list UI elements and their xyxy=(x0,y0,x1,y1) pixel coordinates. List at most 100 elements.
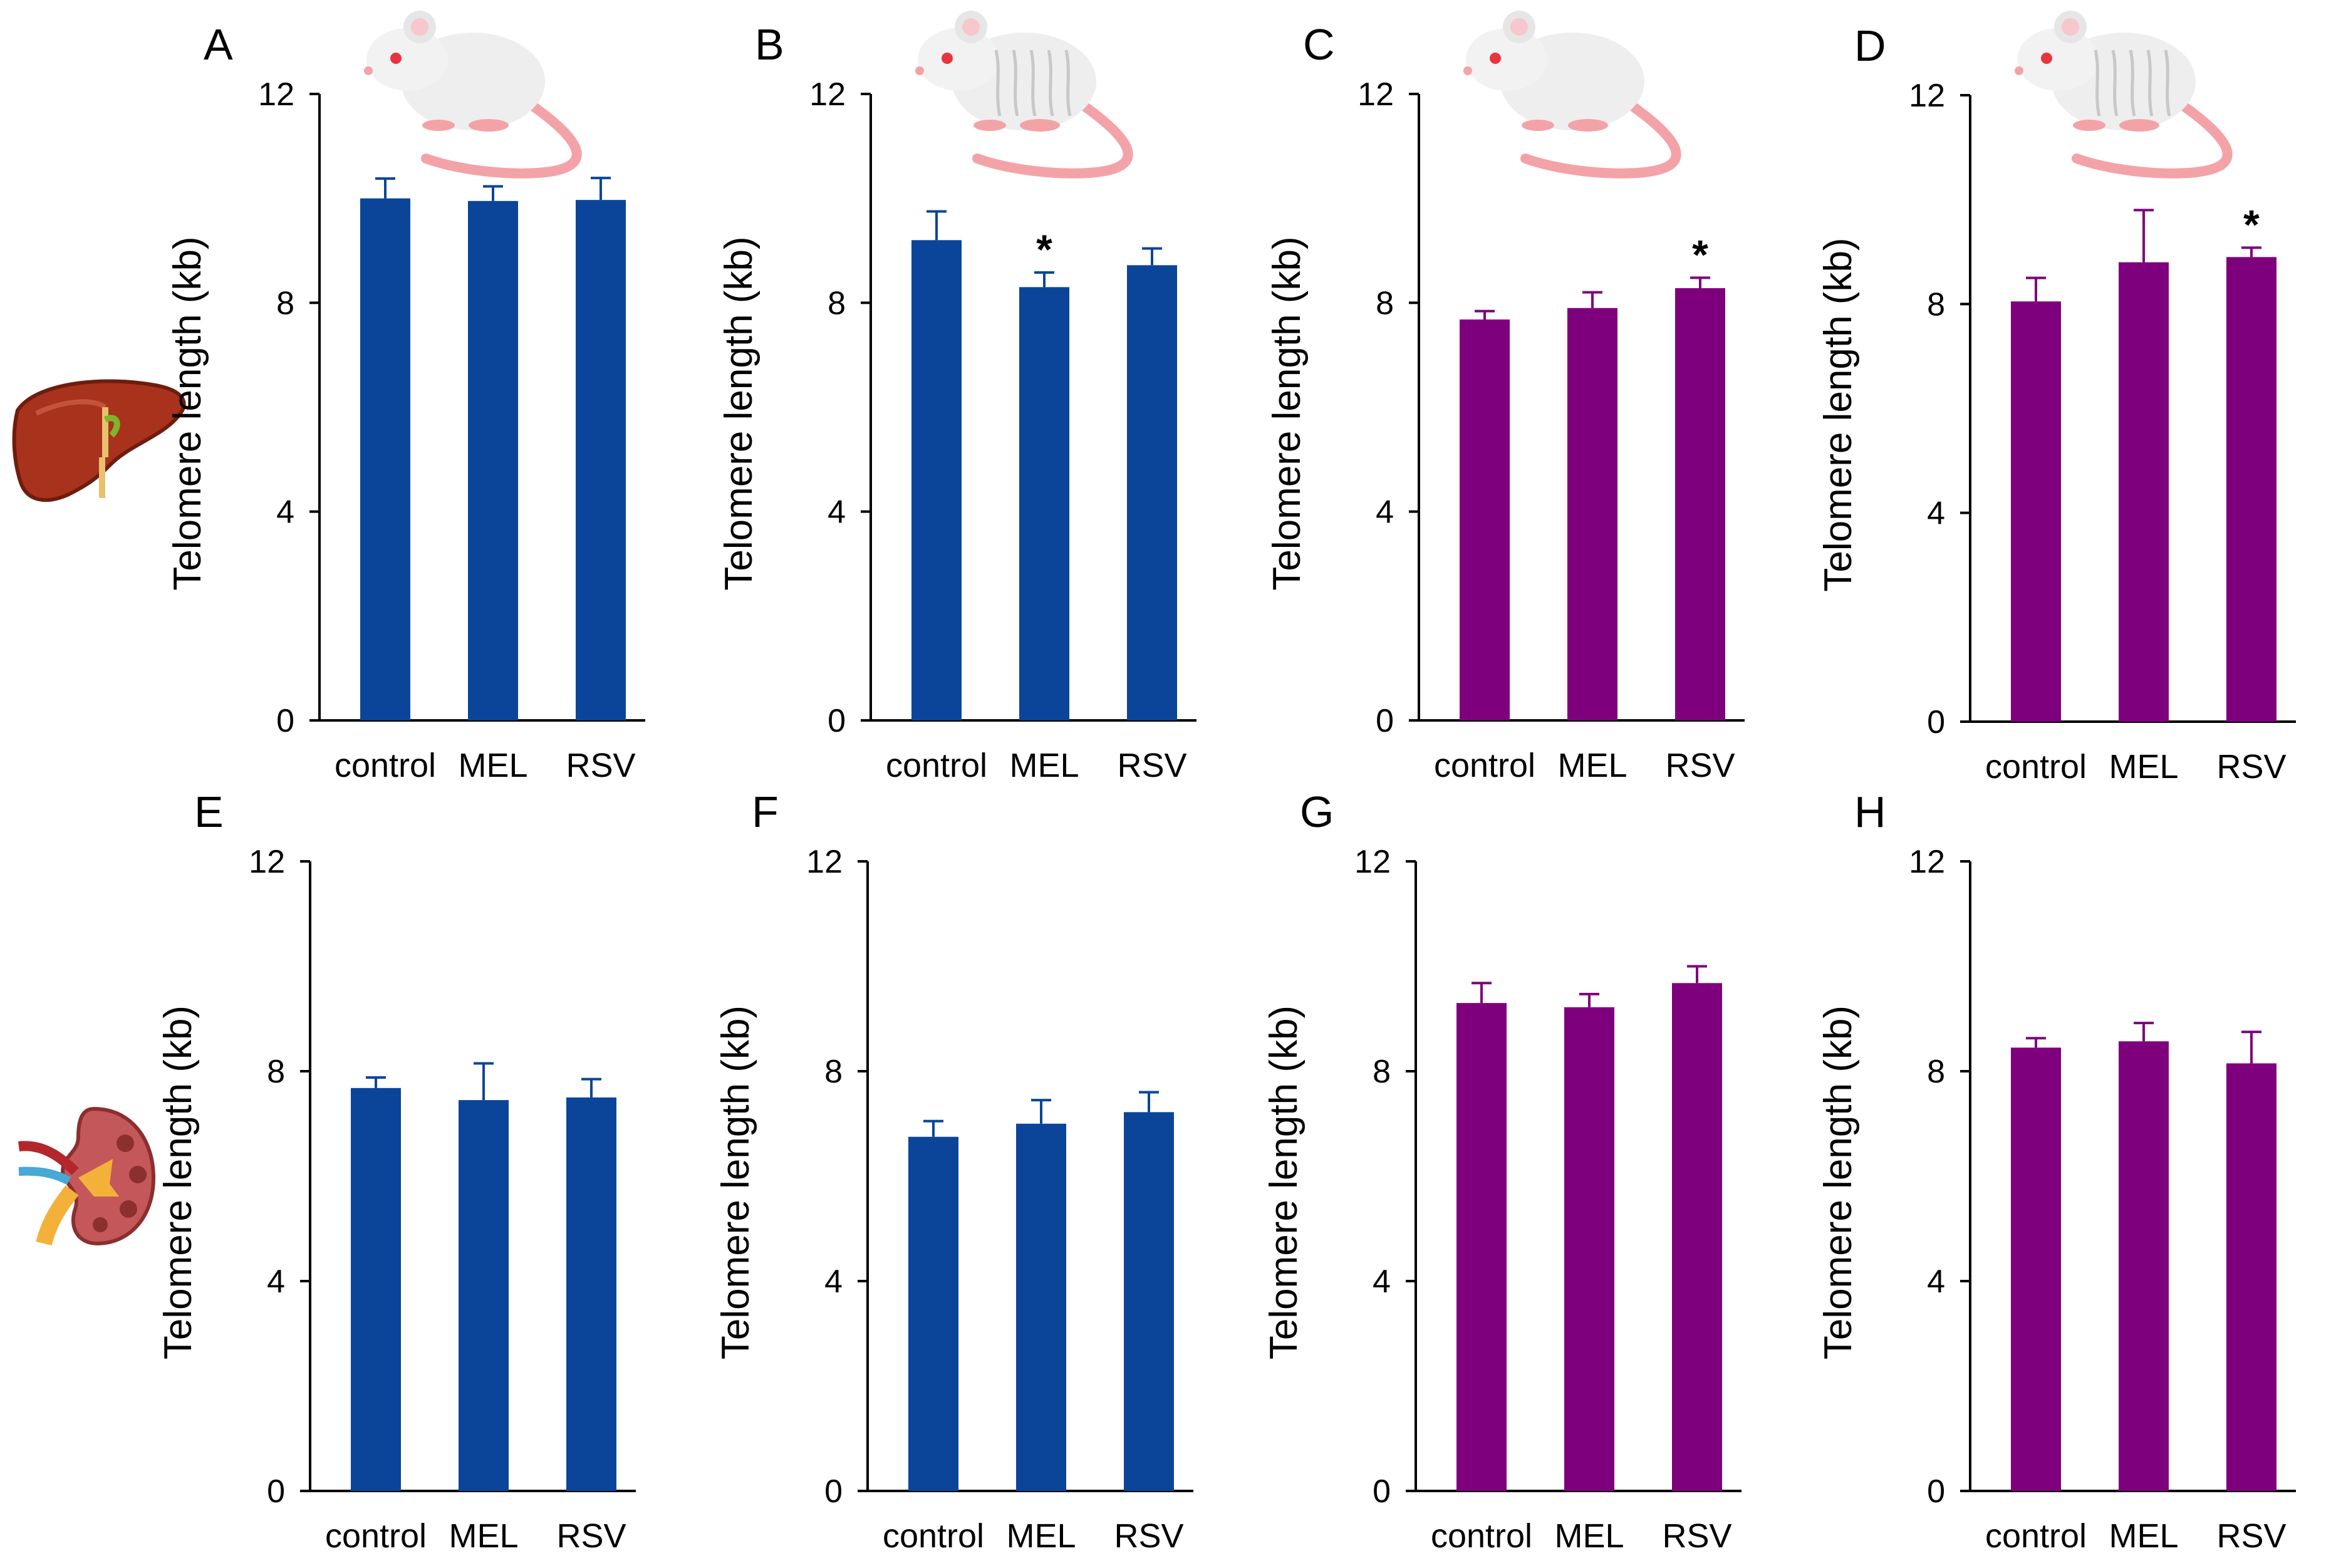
category-label: control xyxy=(325,1517,427,1555)
y-tick-label: 12 xyxy=(1909,78,1945,114)
category-label: RSV xyxy=(2216,1517,2286,1555)
old-rat-icon xyxy=(2015,11,2233,179)
rat-wrinkle xyxy=(994,49,1002,117)
category-label: RSV xyxy=(1665,747,1735,784)
rat-wrinkle xyxy=(1064,49,1072,117)
y-tick-label: 0 xyxy=(1927,1473,1945,1510)
y-tick-label: 0 xyxy=(1373,1473,1391,1510)
rat-foot xyxy=(2073,120,2105,131)
rat-foot xyxy=(973,120,1006,131)
bar xyxy=(351,1088,401,1491)
category-label: RSV xyxy=(1662,1517,1731,1555)
panel-c: C 0 4 8 12 Telomere length (kb) control MEL * RSV xyxy=(1265,11,1745,784)
y-tick-label: 4 xyxy=(1376,494,1394,531)
category-label: control xyxy=(335,747,436,784)
y-tick-label: 4 xyxy=(1373,1264,1391,1300)
significance-marker: * xyxy=(2243,201,2260,247)
rat-nose xyxy=(915,66,924,75)
y-axis-title: Telomere length (kb) xyxy=(1817,237,1860,591)
bar xyxy=(2226,257,2276,722)
rat-tail xyxy=(972,92,1133,179)
bar xyxy=(1672,983,1722,1491)
y-tick-label: 12 xyxy=(1354,844,1391,880)
rat-ear-inner xyxy=(1510,18,1528,36)
liver-icon xyxy=(12,379,186,502)
category-label: RSV xyxy=(1117,747,1186,784)
category-label: MEL xyxy=(1557,747,1627,784)
rat-ear-inner xyxy=(2062,18,2079,36)
rat-tail xyxy=(2072,92,2233,179)
category-label: MEL xyxy=(2109,1517,2178,1555)
rat-wrinkle xyxy=(1012,49,1019,117)
rat-eye xyxy=(942,53,953,64)
category-label: control xyxy=(1434,747,1535,784)
y-tick-label: 4 xyxy=(824,1264,843,1300)
old-rat-icon xyxy=(915,11,1133,179)
panel-d: D 0 4 8 12 Telomere length (kb) control MEL * RSV xyxy=(1817,11,2296,786)
rat-tail xyxy=(421,92,582,179)
rat-wrinkle xyxy=(1047,49,1054,117)
category-label: RSV xyxy=(556,1517,626,1555)
bar xyxy=(1124,1112,1174,1491)
y-tick-label: 4 xyxy=(267,1264,285,1300)
y-tick-label: 12 xyxy=(1909,844,1945,880)
rat-foot xyxy=(2119,119,2159,132)
panel-label: C xyxy=(1303,20,1335,69)
rat-foot xyxy=(469,119,509,132)
y-axis-title: Telomere length (kb) xyxy=(157,1005,200,1359)
panel-a: A 0 4 8 12 Telomere length (kb) control MEL RSV xyxy=(166,11,645,784)
bar xyxy=(1019,287,1069,720)
rat-wrinkle xyxy=(2146,49,2154,117)
category-label: RSV xyxy=(2216,748,2286,786)
rat-wrinkle xyxy=(2111,49,2119,117)
young-rat-icon xyxy=(364,11,582,179)
bar xyxy=(911,240,962,720)
y-tick-label: 4 xyxy=(828,494,846,531)
bar xyxy=(360,198,410,721)
rat-tail xyxy=(1520,92,1681,179)
category-label: MEL xyxy=(1554,1517,1624,1555)
young-rat-icon xyxy=(1463,11,1681,179)
rat-foot xyxy=(1522,120,1554,131)
category-label: control xyxy=(883,1517,984,1555)
bar xyxy=(908,1136,958,1491)
panel-b: B 0 4 8 12 Telomere length (kb) control * MEL RSV xyxy=(717,11,1197,784)
y-axis-title: Telomere length (kb) xyxy=(166,236,209,590)
significance-marker: * xyxy=(1692,231,1708,278)
panel-label: H xyxy=(1854,787,1886,836)
y-tick-label: 0 xyxy=(824,1473,843,1510)
rat-ear-inner xyxy=(962,18,980,36)
bar xyxy=(2119,262,2169,722)
panel-e: E 0 4 8 12 Telomere length (kb) control MEL RSV xyxy=(157,787,636,1555)
bar xyxy=(1016,1123,1066,1491)
rat-foot xyxy=(1020,119,1060,132)
rat-nose xyxy=(1463,66,1472,75)
y-tick-label: 8 xyxy=(267,1054,285,1090)
panel-h: H 0 4 8 12 Telomere length (kb) control MEL RSV xyxy=(1817,787,2296,1555)
bar xyxy=(1460,319,1510,720)
category-label: control xyxy=(1985,1517,2087,1555)
y-tick-label: 12 xyxy=(249,844,285,880)
panel-label: B xyxy=(755,20,784,69)
panel-f: F 0 4 8 12 Telomere length (kb) control MEL RSV xyxy=(714,787,1193,1555)
category-label: control xyxy=(886,747,987,784)
y-tick-label: 4 xyxy=(276,494,294,531)
rat-eye xyxy=(390,53,402,64)
y-tick-label: 12 xyxy=(806,844,843,880)
bar xyxy=(1456,1003,1507,1491)
y-tick-label: 8 xyxy=(1373,1054,1391,1090)
panel-label: F xyxy=(752,787,779,836)
y-axis-title: Telomere length (kb) xyxy=(717,236,760,590)
rat-head xyxy=(918,28,999,91)
rat-wrinkle xyxy=(2164,49,2171,117)
bar xyxy=(2011,301,2061,722)
y-axis-title: Telomere length (kb) xyxy=(1817,1005,1860,1359)
rat-foot xyxy=(422,120,455,131)
rat-head xyxy=(2017,28,2099,91)
panel-label: E xyxy=(194,787,224,836)
bar xyxy=(1564,1007,1614,1491)
category-label: RSV xyxy=(566,747,635,784)
bar xyxy=(2011,1047,2061,1491)
y-tick-label: 4 xyxy=(1927,1264,1945,1300)
